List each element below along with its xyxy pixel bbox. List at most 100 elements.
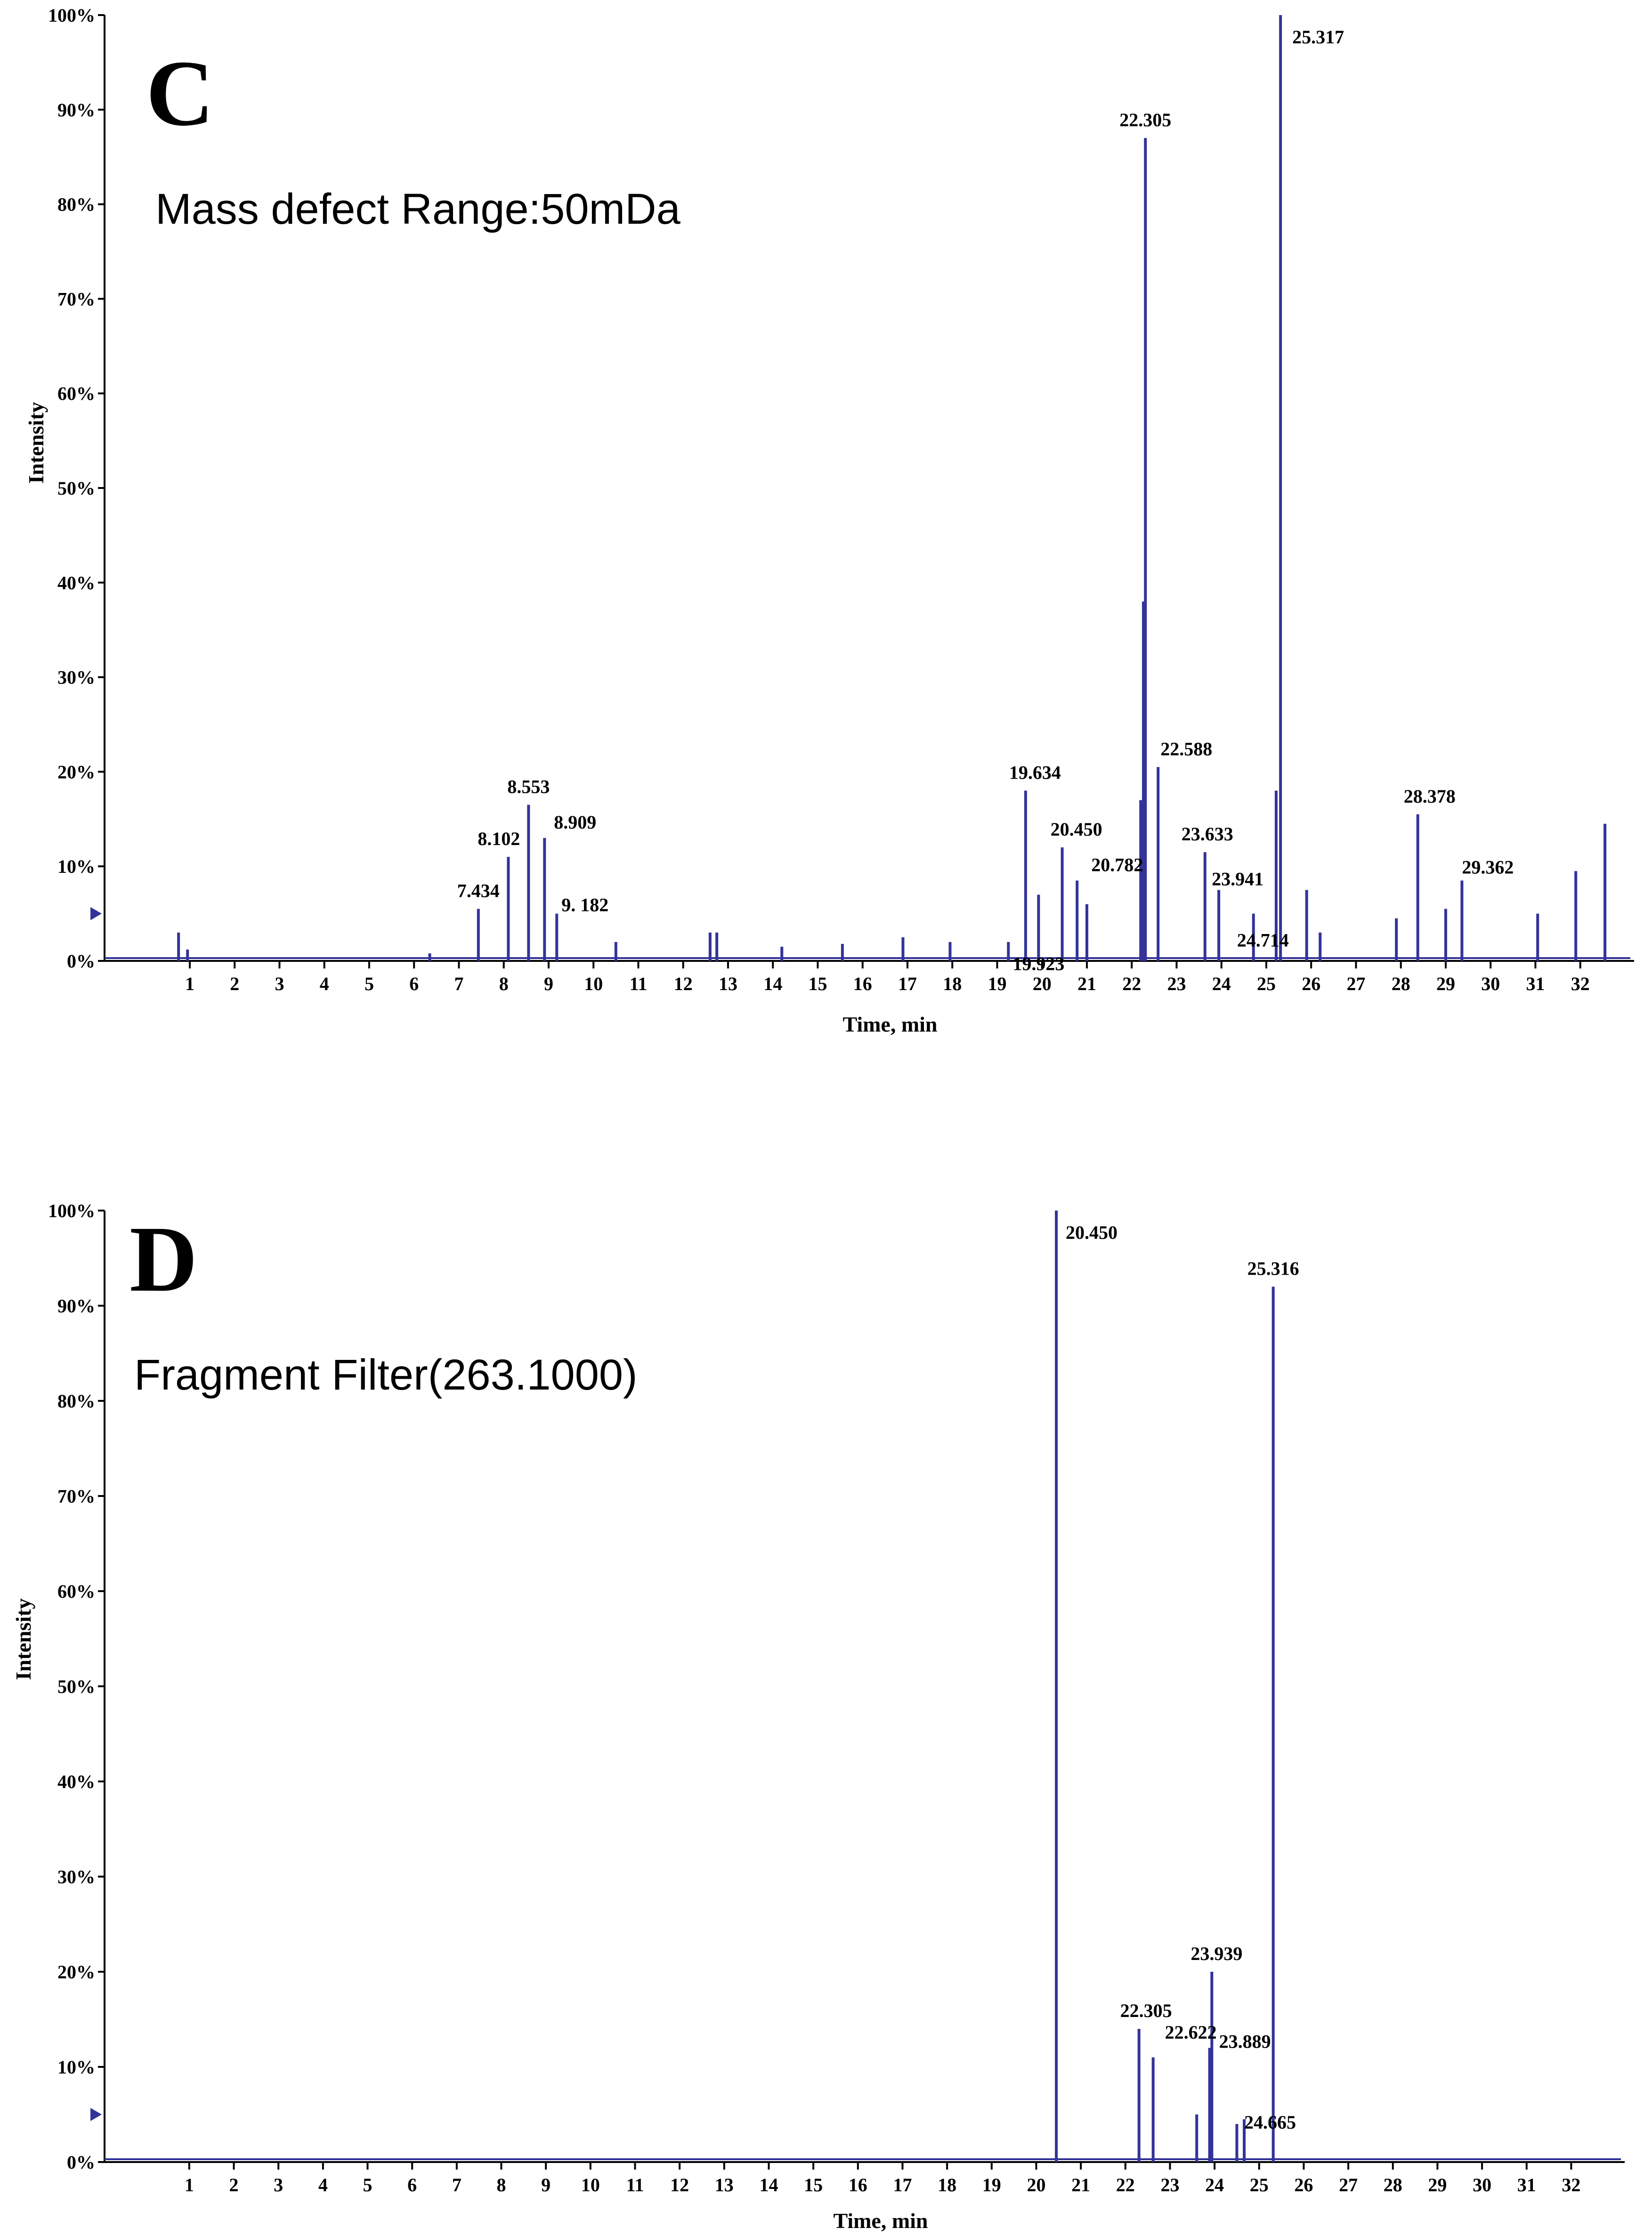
peak-label: 28.378 (1404, 786, 1456, 807)
panel-c-y-axis-title: Intensity (24, 402, 48, 484)
peak-label: 19.923 (1012, 953, 1064, 974)
x-tick-label: 1 (185, 973, 194, 994)
peak-label: 20.450 (1051, 819, 1102, 840)
peak-label: 8.553 (507, 776, 550, 797)
panel-c-y-ticks: 0% 10% 20% 30% 40% 50% 60% 70% 80% 90% 100% (48, 5, 105, 972)
peak-label: 20.450 (1066, 1222, 1118, 1243)
peak-label: 23.889 (1219, 2031, 1271, 2052)
panel-c-subtitle: Mass defect Range:50mDa (155, 185, 681, 233)
baseline-marker-icon (90, 2108, 102, 2121)
panel-c-plot-area (90, 15, 1634, 962)
x-tick-label: 9 (544, 973, 553, 994)
y-tick-label: 50% (57, 1676, 95, 1697)
panel-d-x-ticks: 1 2 3 4 5 6 7 8 9 10 11 12 13 14 15 16 17 18 19 20 21 22 23 24 2… (185, 2162, 1580, 2195)
y-tick-label: 50% (57, 478, 95, 499)
y-tick-label: 10% (57, 856, 95, 877)
peak-label: 23.941 (1212, 868, 1263, 889)
panel-d-y-ticks: 0% 10% 20% 30% 40% 50% 60% 70% 80% 90% 100% (48, 1200, 105, 2173)
y-tick-label: 0% (67, 951, 95, 972)
x-tick-label: 7 (452, 2174, 462, 2195)
x-tick-label: 4 (318, 2174, 328, 2195)
panel-c-x-axis-title: Time, min (842, 1012, 937, 1036)
peak-label: 8.102 (478, 828, 520, 849)
x-tick-label: 23 (1167, 973, 1186, 994)
y-tick-label: 30% (57, 1866, 95, 1887)
x-tick-label: 13 (715, 2174, 734, 2195)
x-tick-label: 14 (763, 973, 782, 994)
x-tick-label: 23 (1160, 2174, 1179, 2195)
peak-label: 9. 182 (561, 894, 608, 916)
y-tick-label: 70% (57, 1486, 95, 1507)
x-tick-label: 26 (1294, 2174, 1313, 2195)
panel-c-x-ticks: 1 2 3 4 5 6 7 8 9 10 11 12 13 14 15 16 17 18 19 20 21 22 23 24 2… (185, 961, 1590, 994)
x-tick-label: 3 (274, 2174, 283, 2195)
y-tick-label: 40% (57, 1771, 95, 1792)
y-tick-label: 100% (48, 5, 95, 26)
x-tick-label: 8 (499, 973, 509, 994)
y-tick-label: 60% (57, 1581, 95, 1602)
peak-label: 25.317 (1292, 26, 1344, 48)
x-tick-label: 21 (1071, 2174, 1090, 2195)
panel-d-plot-area (90, 1211, 1625, 2163)
y-tick-label: 80% (57, 1390, 95, 1412)
x-tick-label: 16 (853, 973, 872, 994)
x-tick-label: 25 (1250, 2174, 1269, 2195)
x-tick-label: 11 (630, 973, 648, 994)
peak-label: 7.434 (457, 880, 500, 902)
peak-label: 24.665 (1244, 2112, 1296, 2133)
x-tick-label: 2 (230, 973, 239, 994)
peak-label: 24.714 (1237, 930, 1289, 951)
x-tick-label: 20 (1033, 973, 1052, 994)
y-tick-label: 100% (48, 1200, 95, 1221)
x-tick-label: 19 (988, 973, 1006, 994)
x-tick-label: 2 (229, 2174, 239, 2195)
peak-label: 25.316 (1247, 1258, 1299, 1279)
y-tick-label: 0% (67, 2152, 95, 2173)
panel-c: C Mass defect Range:50mDa Time, min Inte… (24, 5, 1634, 1036)
panel-letter-d: D (130, 1207, 197, 1311)
x-tick-label: 17 (898, 973, 917, 994)
x-tick-label: 22 (1122, 973, 1141, 994)
y-tick-label: 30% (57, 667, 95, 688)
y-tick-label: 80% (57, 194, 95, 215)
x-tick-label: 28 (1384, 2174, 1402, 2195)
x-tick-label: 15 (804, 2174, 823, 2195)
x-tick-label: 31 (1526, 973, 1545, 994)
x-tick-label: 6 (407, 2174, 417, 2195)
x-tick-label: 26 (1302, 973, 1320, 994)
x-tick-label: 28 (1392, 973, 1410, 994)
x-tick-label: 4 (320, 973, 329, 994)
x-tick-label: 17 (893, 2174, 912, 2195)
peak-label: 29.362 (1462, 856, 1514, 878)
peak-label: 19.634 (1009, 762, 1061, 783)
baseline-marker-icon (90, 907, 102, 920)
x-tick-label: 32 (1562, 2174, 1580, 2195)
x-tick-label: 6 (409, 973, 419, 994)
x-tick-label: 31 (1517, 2174, 1536, 2195)
y-tick-label: 60% (57, 383, 95, 404)
x-tick-label: 29 (1428, 2174, 1447, 2195)
x-tick-label: 27 (1346, 973, 1365, 994)
peak-label: 22.622 (1165, 2022, 1217, 2043)
x-tick-label: 10 (581, 2174, 600, 2195)
peak-label: 22.588 (1160, 738, 1212, 759)
x-tick-label: 13 (719, 973, 737, 994)
x-tick-label: 30 (1481, 973, 1500, 994)
y-tick-label: 70% (57, 288, 95, 309)
x-tick-label: 10 (584, 973, 603, 994)
x-tick-label: 11 (626, 2174, 644, 2195)
x-tick-label: 24 (1212, 973, 1231, 994)
x-tick-label: 18 (943, 973, 962, 994)
y-tick-label: 20% (57, 761, 95, 782)
peak-label: 20.782 (1091, 854, 1143, 875)
x-tick-label: 30 (1473, 2174, 1491, 2195)
x-tick-label: 18 (938, 2174, 956, 2195)
x-tick-label: 15 (808, 973, 827, 994)
x-tick-label: 7 (454, 973, 463, 994)
x-tick-label: 3 (275, 973, 284, 994)
peak-label: 23.633 (1182, 823, 1233, 845)
x-tick-label: 12 (674, 973, 693, 994)
